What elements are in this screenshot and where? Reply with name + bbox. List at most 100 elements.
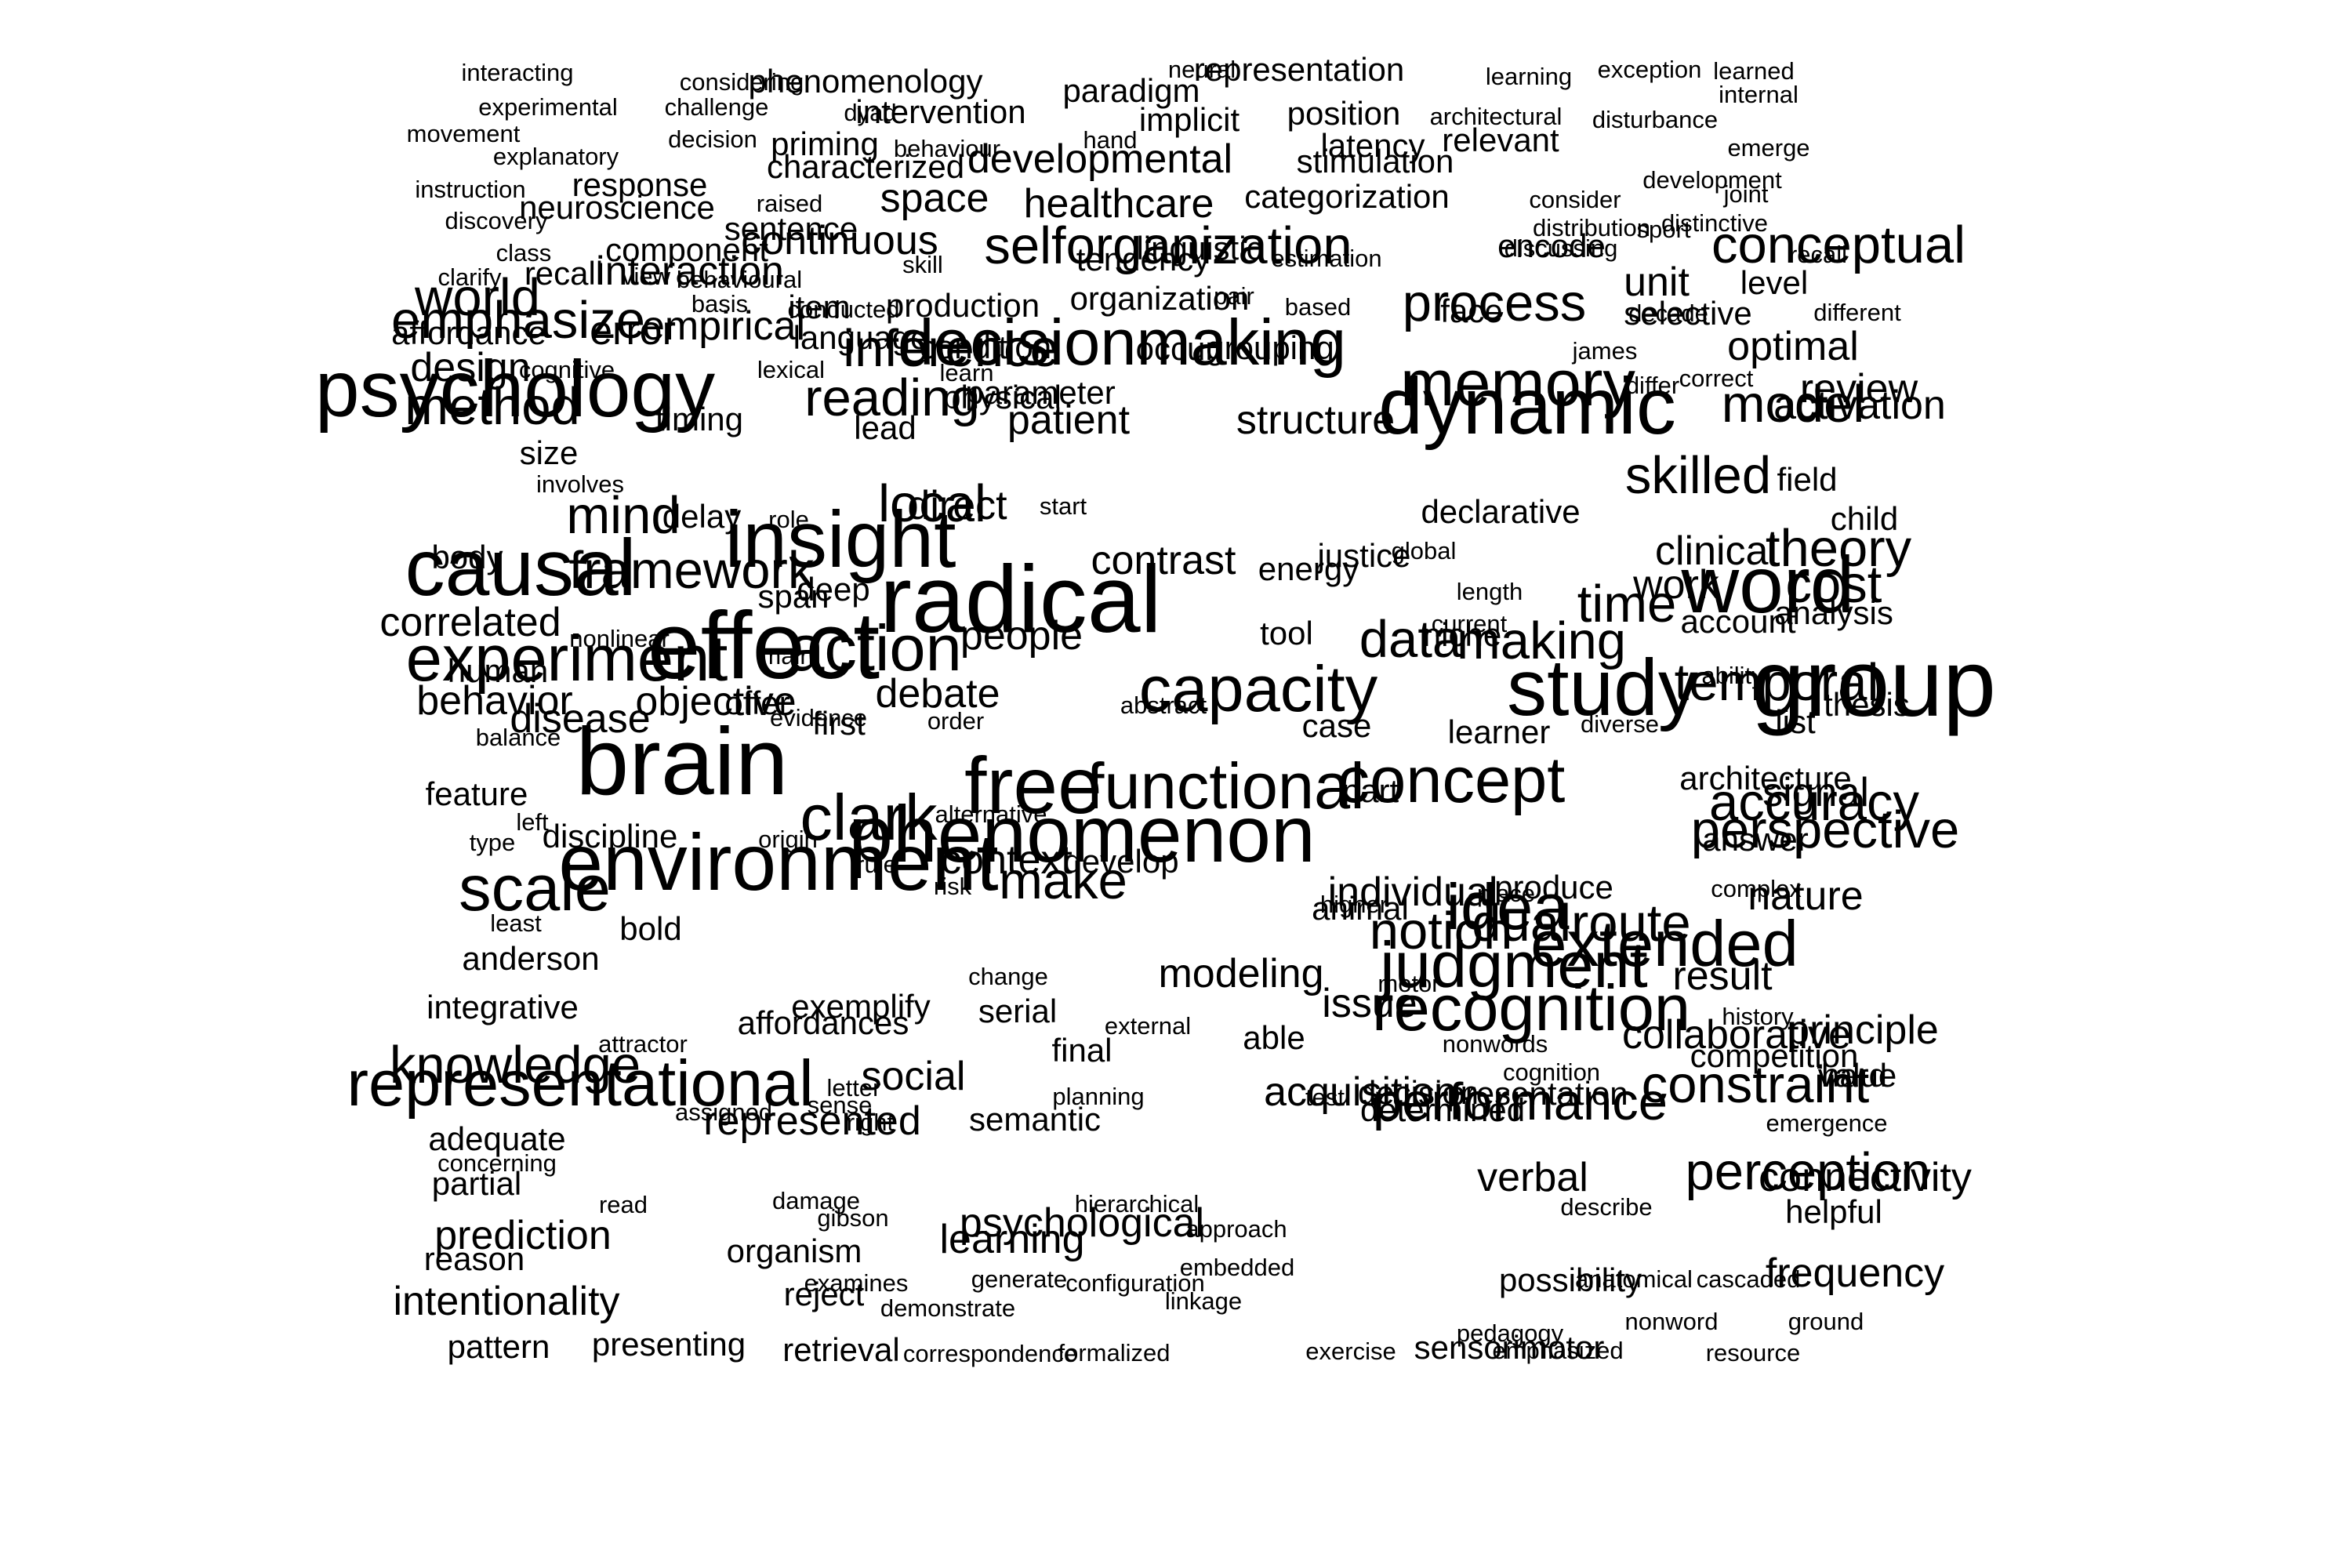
cloud-word-field: field xyxy=(1777,461,1837,498)
cloud-word-alternative: alternative xyxy=(935,800,1047,828)
cloud-word-issue: issue xyxy=(1322,981,1417,1026)
cloud-word-accuracy: accuracy xyxy=(1709,773,1920,832)
cloud-word-clinical: clinical xyxy=(1655,528,1777,574)
cloud-word-human: human xyxy=(448,652,548,689)
cloud-word-adequate: adequate xyxy=(428,1120,565,1157)
cloud-word-dynamic: dynamic xyxy=(1378,361,1676,451)
cloud-word-integrative: integrative xyxy=(426,989,579,1025)
cloud-word-neuroscience: neuroscience xyxy=(519,189,715,226)
cloud-word-joint: joint xyxy=(1723,180,1769,208)
cloud-word-tendency: tendency xyxy=(1076,241,1210,278)
cloud-word-cascaded: cascaded xyxy=(1697,1265,1801,1293)
cloud-word-learn: learn xyxy=(940,359,994,387)
cloud-word-discipline: discipline xyxy=(543,818,678,855)
cloud-word-review: review xyxy=(1800,366,1918,412)
cloud-word-part: part xyxy=(1342,772,1399,809)
cloud-word-decisionmaking: decisionmaking xyxy=(898,306,1346,379)
cloud-word-contrast: contrast xyxy=(1091,538,1237,583)
cloud-word-learning: learning xyxy=(1486,63,1572,90)
cloud-word-linkage: linkage xyxy=(1165,1287,1242,1315)
cloud-word-left: left xyxy=(516,808,549,836)
cloud-word-least: least xyxy=(490,909,542,937)
cloud-word-based: based xyxy=(1285,293,1351,321)
cloud-word-bold: bold xyxy=(619,910,681,947)
cloud-word-motor: motor xyxy=(1377,970,1439,997)
cloud-word-debate: debate xyxy=(875,671,1000,717)
cloud-word-intervention: intervention xyxy=(855,93,1025,130)
cloud-word-represented: represented xyxy=(703,1098,921,1144)
cloud-word-animal: animal xyxy=(1312,890,1409,927)
cloud-word-differ: differ xyxy=(1626,372,1679,399)
cloud-word-signal: signal xyxy=(1762,770,1869,815)
cloud-word-conceptual: conceptual xyxy=(1711,216,1965,274)
cloud-word-raised: raised xyxy=(757,190,822,217)
cloud-word-order: order xyxy=(927,707,984,735)
cloud-word-method: method xyxy=(405,377,579,436)
cloud-word-global: global xyxy=(1392,537,1457,564)
cloud-word-recognition: recognition xyxy=(1372,971,1690,1044)
cloud-word-structure: structure xyxy=(1236,397,1395,443)
cloud-word-consider: consider xyxy=(1529,186,1621,213)
cloud-word-architecture: architecture xyxy=(1679,760,1851,797)
cloud-word-affordances: affordances xyxy=(738,1004,909,1041)
cloud-word-interacting: interacting xyxy=(461,59,573,86)
cloud-word-word: word xyxy=(1680,540,1854,630)
cloud-word-disease: disease xyxy=(510,696,650,742)
cloud-word-evidence: evidence xyxy=(770,704,867,731)
cloud-word-child: child xyxy=(1831,500,1898,537)
cloud-word-unit: unit xyxy=(1624,260,1690,305)
cloud-word-deep: deep xyxy=(797,571,869,608)
cloud-word-exercise: exercise xyxy=(1305,1338,1396,1365)
cloud-word-view: view xyxy=(622,263,671,290)
cloud-word-feature: feature xyxy=(426,775,528,812)
cloud-word-modeling: modeling xyxy=(1158,951,1323,996)
cloud-word-recall: recall xyxy=(524,255,603,292)
cloud-word-delay: delay xyxy=(662,498,741,535)
cloud-word-pedagogy: pedagogy xyxy=(1457,1319,1564,1347)
cloud-word-scale: scale xyxy=(459,851,611,924)
cloud-word-mind: mind xyxy=(566,486,680,545)
cloud-word-read: read xyxy=(599,1191,648,1218)
cloud-word-patient: patient xyxy=(1007,397,1131,443)
cloud-word-continuous: continuous xyxy=(741,218,938,263)
cloud-word-constraint: constraint xyxy=(1642,1055,1870,1114)
cloud-word-current: current xyxy=(1432,610,1508,637)
cloud-word-anatomical: anatomical xyxy=(1575,1265,1693,1293)
cloud-word-role: role xyxy=(768,506,809,533)
cloud-word-higher: higher xyxy=(1320,891,1388,918)
cloud-word-formalized: formalized xyxy=(1058,1339,1171,1367)
cloud-word-component: component xyxy=(605,231,768,268)
cloud-word-sense: sense xyxy=(808,1091,873,1119)
cloud-word-environment: environment xyxy=(558,818,998,907)
cloud-word-demonstrate: demonstrate xyxy=(880,1294,1015,1322)
cloud-word-representation: representation xyxy=(1194,51,1405,88)
cloud-word-able: able xyxy=(1243,1019,1305,1056)
cloud-word-basis: basis xyxy=(691,290,748,318)
cloud-word-dyad: dyad xyxy=(844,99,896,126)
cloud-word-radical: radical xyxy=(880,546,1161,652)
cloud-word-challenge: challenge xyxy=(665,93,769,121)
cloud-word-timing: timing xyxy=(655,401,743,437)
cloud-word-correspondence: correspondence xyxy=(903,1340,1077,1367)
cloud-word-affordance: affordance xyxy=(391,314,546,351)
cloud-word-concerning: concerning xyxy=(437,1149,557,1177)
cloud-word-world: world xyxy=(414,268,540,327)
cloud-word-phenomenology: phenomenology xyxy=(749,63,983,100)
cloud-word-sensorimotor: sensorimotor xyxy=(1414,1329,1605,1366)
cloud-word-place: place xyxy=(1477,880,1535,907)
cloud-word-resource: resource xyxy=(1706,1339,1801,1367)
cloud-word-span: span xyxy=(757,578,829,615)
cloud-word-history: history xyxy=(1722,1003,1794,1030)
cloud-word-nonwords: nonwords xyxy=(1443,1030,1548,1058)
cloud-word-organism: organism xyxy=(727,1232,862,1269)
cloud-word-social: social xyxy=(862,1054,966,1099)
cloud-word-memory: memory xyxy=(1400,347,1635,419)
cloud-word-reading: reading xyxy=(804,368,980,427)
cloud-word-activation: activation xyxy=(1773,383,1946,428)
cloud-word-encode: encode xyxy=(1497,227,1606,264)
cloud-word-discovery: discovery xyxy=(445,207,548,234)
cloud-word-configuration: configuration xyxy=(1065,1269,1205,1297)
cloud-word-local: local xyxy=(878,474,986,533)
cloud-word-abstract: abstract xyxy=(1120,691,1207,719)
